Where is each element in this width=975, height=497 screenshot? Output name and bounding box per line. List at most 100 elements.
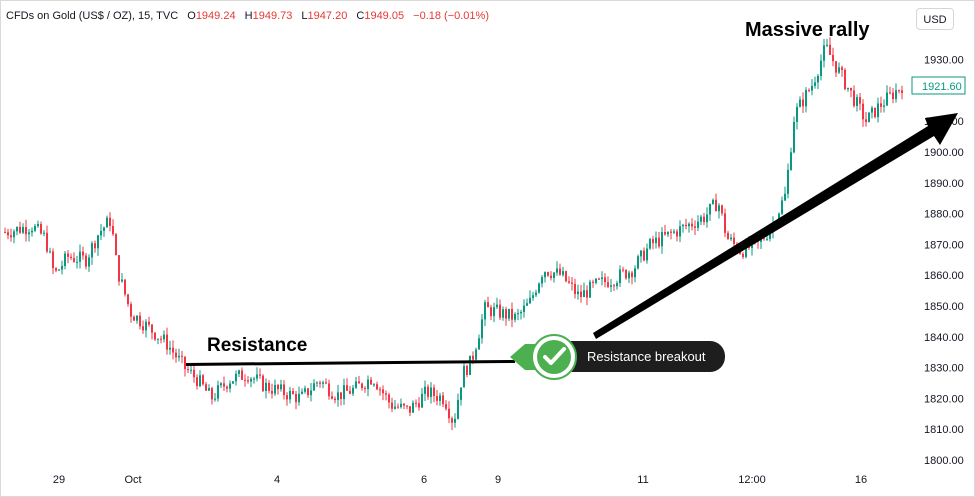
candle-body [91,243,93,258]
candle-body [28,232,30,235]
candle-body [382,389,384,394]
candle-body [244,379,246,381]
candle-body [814,82,816,86]
candle-body [883,105,885,107]
candle-body [739,251,741,254]
candle-body [352,387,354,394]
candle-body [613,285,615,287]
candle-body [700,216,702,222]
candle-body [376,384,378,390]
time-tick-label: 11 [637,474,648,486]
candle-body [889,92,891,94]
candle-body [418,403,420,408]
candle-body [241,370,243,380]
candle-body [721,205,723,214]
candle-body [550,275,552,278]
candle-body [160,338,162,340]
candle-body [115,234,117,256]
close-value: 1949.05 [364,10,405,22]
currency-button[interactable]: USD [916,8,954,30]
candle-body [283,384,285,396]
candle-body [763,238,765,240]
candle-body [664,232,666,235]
candle-body [577,291,579,295]
candle-body [556,268,558,273]
candle-body [625,270,627,279]
candles-group [4,37,903,431]
candle-body [97,235,99,249]
candle-body [826,44,828,46]
candle-body [898,90,900,92]
time-axis[interactable]: 29 Oct 4 6 9 11 12:00 16 [53,474,867,486]
candle-body [715,199,717,212]
time-tick-label: 4 [274,474,280,486]
candle-body [607,282,609,287]
low-value: 1947.20 [307,10,348,22]
candle-body [94,243,96,249]
candle-body [370,379,372,385]
symbol-header: CFDs on Gold (US$ / OZ), 15, TVC O1949.2… [6,10,489,22]
candle-body [130,304,132,317]
candle-body [667,231,669,235]
candle-body [838,67,840,73]
candle-body [19,226,21,233]
candle-body [394,406,396,409]
candle-body [604,277,606,283]
candle-body [670,231,672,233]
candle-body [49,251,51,253]
candle-body [760,238,762,242]
candle-body [559,268,561,275]
candle-body [535,292,537,296]
candle-body [820,60,822,77]
candle-body [58,269,60,271]
candle-body [37,224,39,227]
candle-body [232,381,234,384]
candle-body [109,217,111,226]
candle-body [319,382,321,384]
candle-body [139,315,141,327]
candle-body [373,384,375,386]
time-tick-label: 16 [855,474,867,486]
candle-body [211,388,213,400]
candle-body [52,251,54,269]
candle-body [358,381,360,384]
candle-body [841,67,843,70]
candle-body [154,332,156,340]
candle-body [829,44,831,55]
price-tick-label: 1860.00 [924,270,964,282]
candle-body [541,277,543,284]
candle-body [568,281,570,283]
candle-body [499,304,501,318]
candle-body [493,307,495,317]
candle-body [247,380,249,382]
candle-body [148,321,150,325]
candle-body [709,203,711,215]
candle-body [31,230,33,233]
candle-body [433,387,435,397]
candle-body [481,319,483,339]
price-tick-label: 1850.00 [924,301,964,313]
candle-body [337,392,339,401]
candle-body [859,97,861,104]
candle-body [553,272,555,278]
candle-body [619,269,621,284]
candle-body [598,278,600,280]
candle-body [250,378,252,382]
candle-body [637,256,639,269]
candle-body [229,383,231,389]
candle-body [574,283,576,295]
candle-body [151,324,153,333]
symbol-title: CFDs on Gold (US$ / OZ), 15, TVC [6,10,179,22]
candle-body [547,272,549,276]
candle-body [190,369,192,371]
high-value: 1949.73 [252,10,293,22]
candle-body [706,214,708,223]
candle-body [640,250,642,257]
candle-body [196,377,198,387]
candle-body [205,384,207,391]
candle-body [901,90,903,93]
candle-body [850,87,852,91]
resistance-label: Resistance [207,335,307,356]
candle-body [871,107,873,113]
